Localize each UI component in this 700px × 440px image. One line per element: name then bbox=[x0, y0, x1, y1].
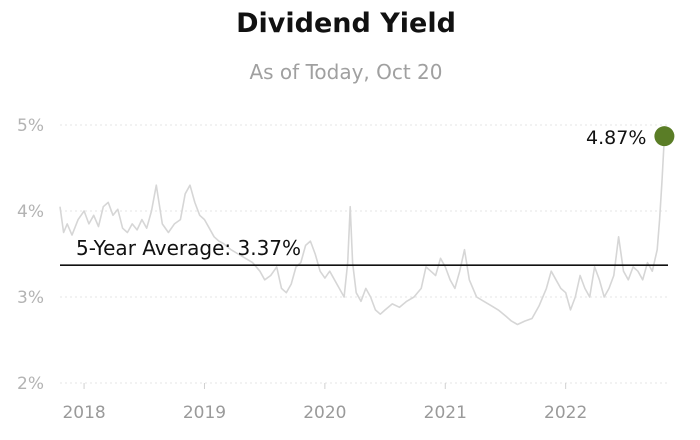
y-tick-label: 2% bbox=[17, 374, 44, 394]
average-label: 5-Year Average: 3.37% bbox=[76, 236, 301, 260]
chart-subtitle: As of Today, Oct 20 bbox=[249, 60, 443, 84]
y-tick-label: 3% bbox=[17, 288, 44, 308]
x-tick-label: 2018 bbox=[62, 403, 105, 423]
endpoint-marker bbox=[654, 126, 675, 147]
x-tick-label: 2021 bbox=[424, 403, 467, 423]
x-tick-label: 2022 bbox=[544, 403, 587, 423]
y-tick-label: 4% bbox=[17, 202, 44, 222]
x-tick-label: 2019 bbox=[183, 403, 226, 423]
x-tick-label: 2020 bbox=[303, 403, 346, 423]
y-tick-label: 5% bbox=[17, 116, 44, 136]
chart-title: Dividend Yield bbox=[236, 8, 456, 39]
series-line bbox=[59, 136, 666, 326]
endpoint-label: 4.87% bbox=[586, 127, 646, 149]
